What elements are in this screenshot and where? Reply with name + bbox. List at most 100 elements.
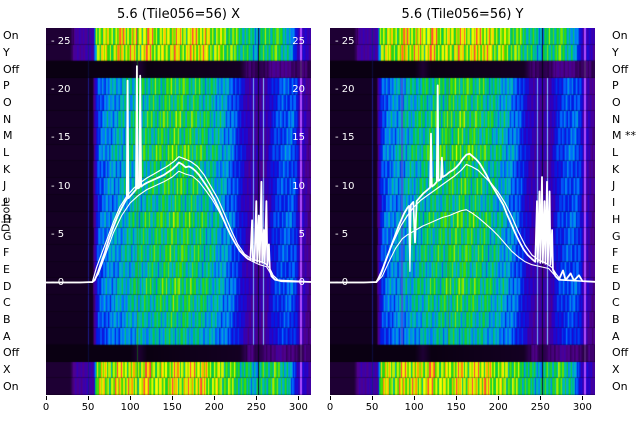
x-tick-label: 100 [404,402,424,413]
spectrum-line [46,156,311,283]
power-scale-label: - 25 [51,36,71,47]
dipole-row-label: Off [612,62,629,76]
x-tick-label: 200 [488,402,508,413]
dipole-row-label: E [612,262,619,276]
spectrum-lines-overlay-x [46,65,311,284]
heatmap-panel-x: - 25 25 - 20 20 - 15 15 - 10 10 - 5 5 - 0 0 [46,28,311,395]
dipole-row-label: On [612,29,628,43]
x-tick-mark [413,396,415,400]
dipole-row-label: G [3,229,12,243]
dipole-row-label: B [3,312,11,326]
dipole-row-label: C [612,296,620,310]
power-scale-label: - 15 [335,132,355,144]
spectrum-line [330,163,595,283]
power-scale-label: 5 [298,228,305,240]
dipole-row-label: N [3,112,12,126]
x-tick-label: 300 [572,402,592,413]
dipole-row-label: B [612,312,620,326]
spectrum-line [46,170,311,284]
x-tick-mark [255,396,257,400]
dipole-row-label: I [612,196,616,210]
x-tick-mark [213,396,215,400]
x-tick-label: 250 [530,402,550,413]
dipole-row-label: M [3,129,13,143]
x-tick-mark [329,396,331,400]
dipole-row-label: Off [3,62,20,76]
dipole-row-label: N [612,112,621,126]
dipole-row-label: Y [3,46,10,60]
x-tick-mark [171,396,173,400]
x-tick-label: 50 [365,402,379,413]
x-tick-mark [497,396,499,400]
dipole-row-label: K [612,162,620,176]
dipole-row-label: L [612,146,619,160]
x-tick-mark [297,396,299,400]
dipole-row-label: I [3,196,7,210]
power-scale-label: 20 [292,84,305,96]
dipole-row-label: D [3,279,12,293]
x-tick-label: 50 [81,402,95,413]
power-scale-label: - 15 [51,132,71,144]
spectrum-lines-overlay-y [330,84,595,284]
x-tick-mark [45,396,47,400]
power-scale-label: - 5 [51,228,65,240]
power-scale-label: 15 [292,132,305,144]
x-tick-mark [581,396,583,400]
panel-title-y: 5.6 (Tile056=56) Y [401,7,524,22]
dipole-row-label: On [3,29,19,43]
heatmap-panel-y: - 25 - 20 - 15 - 10 - 5 - 0 [330,28,595,395]
x-tick-label: 100 [120,402,140,413]
heatmap-canvas-y [330,28,595,395]
dipole-row-label: O [612,96,621,110]
power-scale-label: 0 [298,277,305,288]
power-scale-label: 10 [292,180,305,192]
dipole-row-label: E [3,262,10,276]
dipole-row-label: Off [612,346,629,360]
panel-title-x: 5.6 (Tile056=56) X [117,7,240,22]
dipole-row-label: G [612,229,621,243]
dipole-row-label: J [3,179,7,193]
dipole-row-label: A [612,329,620,343]
dipole-row-label: M ** [612,129,636,143]
x-tick-mark [371,396,373,400]
dipole-row-label: A [3,329,11,343]
dipole-row-label: H [3,212,12,226]
dipole-row-label: F [3,246,10,260]
dipole-row-label: Y [612,46,619,60]
dipole-row-label: On [3,379,19,393]
dipole-row-label: X [3,362,11,376]
dipole-row-label: X [612,362,620,376]
dipole-row-label: O [3,96,12,110]
dipole-row-label: K [3,162,11,176]
dipole-row-label: Off [3,346,20,360]
spectrum-line [46,65,311,284]
dipole-row-label: P [3,79,10,93]
dipole-labels-right: On Y Off P O N M ** L K J I H G F E D C B A Off X On [612,0,640,440]
x-tick-label: 150 [162,402,182,413]
x-tick-label: 250 [246,402,266,413]
dipole-row-label: C [3,296,11,310]
dipole-row-label: P [612,79,619,93]
power-scale-label: - 10 [51,180,71,192]
dipole-labels-left: On Y Off P O N M L K J I H G F E D C B A Off X On [3,0,37,440]
spectrum-line [330,209,595,284]
power-scale-label: - 20 [335,84,355,96]
x-tick-mark [539,396,541,400]
dipole-row-label: On [612,379,628,393]
x-tick-mark [455,396,457,400]
x-tick-mark [129,396,131,400]
x-tick-label: 0 [326,402,334,413]
power-scale-label: - 20 [51,84,71,96]
power-scale-label: - 10 [335,180,355,192]
dipole-row-label: J [612,179,616,193]
power-scale-label: - 0 [335,277,349,288]
x-tick-label: 300 [288,402,308,413]
power-scale-label: - 5 [335,228,349,240]
x-tick-label: 200 [204,402,224,413]
power-scale-label: - 0 [51,277,65,288]
dipole-row-label: F [612,246,619,260]
dipole-row-label: D [612,279,621,293]
dipole-row-label: H [612,212,621,226]
spectrum-line [330,84,595,284]
